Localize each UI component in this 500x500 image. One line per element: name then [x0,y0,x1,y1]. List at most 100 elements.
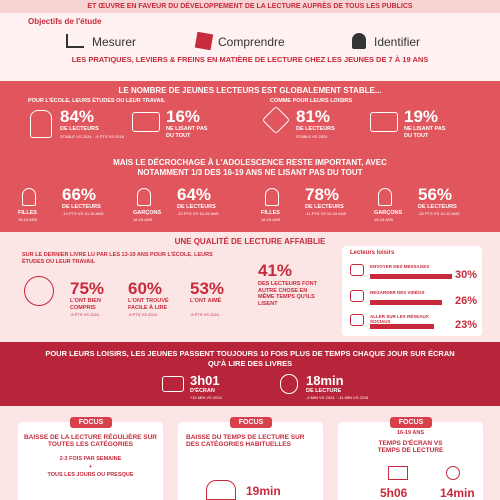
age: 16-19 ANS [18,217,38,222]
quality-intro: SUR LE DERNIER LIVRE LU PAR LES 13-19 AN… [22,252,213,265]
stat-note: -5 PTS VS 2024 [70,312,99,317]
non-label: NE LISANT PAS DU TOUT [404,126,446,139]
focus-tab: FOCUS [70,417,112,428]
focus-line: 2-3 FOIS PAR SEMAINE [59,456,122,462]
focus-tab: FOCUS [230,417,272,428]
readers-label: DE LECTEURS [60,126,99,132]
icon [352,33,366,49]
icon [30,110,52,138]
stat-label: L'ONT TROUVÉ FACILE À LIRE [128,298,169,311]
focus-line: TOUS LES JOURS OU PRESQUE [47,472,134,478]
gender: FILLES [261,210,280,216]
icon [370,112,398,132]
icon [265,188,279,206]
activity-label: ALLER SUR LES RÉSEAUX SOCIAUX [370,314,429,324]
icon [350,290,364,302]
activity-bar [370,324,434,329]
readers-note: STABLE VS 2024 [296,134,328,139]
icon [388,466,408,480]
icon [162,376,184,392]
activity-value: 30% [455,269,478,281]
focus-line: + [88,464,93,470]
focus-tab: FOCUS [390,417,432,428]
activity-value: 23% [455,319,478,331]
readers-value: 81% [296,107,331,126]
gender: GARÇONS [133,210,162,216]
value: 56% [418,185,453,204]
note: -13 PTS VS 10-15 ANS [62,211,104,216]
label: DE LECTEURS [305,204,344,210]
age: 16-19 ANS [261,217,281,222]
reading-value: 18min [306,373,344,388]
readers-note: STABLE VS 2024 · -6 PTS VS 2016 [60,134,124,139]
activity-value: 26% [455,295,478,307]
note: -22 PTS VS 10-15 ANS [418,211,460,216]
focus-title: BAISSE DU TEMPS DE LECTURE SUR DES CATÉG… [186,434,305,448]
screen-value: 3h01 [190,373,220,388]
icon [66,34,84,48]
panel-title: Lecteurs loisirs [350,250,395,256]
icon [350,314,364,326]
icon [446,466,460,480]
group-label: COMME POUR LEURS LOISIRS [270,98,353,104]
focus-value: 14min [440,486,475,500]
value: 66% [62,185,97,204]
focus-card [338,422,483,500]
screen-title: POUR LEURS LOISIRS, LES JEUNES PASSENT T… [45,349,455,368]
icon [24,276,54,306]
readers-bg [0,81,500,232]
multitask-label: DES LECTEURS FONT AUTRE CHOSE EN MÊME TE… [258,281,317,307]
objective: Identifier [374,35,421,49]
banner-text: ET ŒUVRE EN FAVEUR DU DÉVELOPPEMENT DE L… [87,3,413,10]
focus-card [178,422,323,500]
panel [342,246,482,336]
gender: GARÇONS [374,210,403,216]
age: 16-19 ANS [133,217,153,222]
non-value: 19% [404,107,439,126]
focus-age: 16-19 ANS [396,430,424,436]
focus-value: 5h06 [380,486,408,500]
focus-value: 19min [246,484,281,498]
activity-bar [370,274,452,279]
non-value: 16% [166,107,201,126]
stat-note: -5 PTS VS 2024 [190,312,219,317]
subtitle: LES PRATIQUES, LEVIERS & FREINS EN MATIÈ… [71,55,429,64]
focus-title: BAISSE DE LA LECTURE RÉGULIÈRE SUR TOUTE… [23,434,158,448]
readers-value: 84% [60,107,95,126]
icon [137,188,151,206]
non-label: NE LISANT PAS DU TOUT [166,126,208,139]
gender: FILLES [18,210,37,216]
stat-note: -5 PTS VS 2024 [128,312,157,317]
note: -11 PTS VS 10-15 ANS [305,211,347,216]
label: DE LECTEURS [177,204,216,210]
icon [280,374,298,394]
reading-label: DE LECTURE [306,388,342,394]
objective: Mesurer [92,35,137,49]
dropout-title: MAIS LE DÉCROCHAGE À L'ADOLESCENCE RESTE… [113,158,387,177]
activity-label: REGARDER DES VIDÉOS [370,290,425,295]
objective: Comprendre [218,35,285,49]
icon [350,264,364,276]
stat-value: 60% [128,279,163,298]
age: 16-19 ANS [374,217,394,222]
screen-label: D'ÉCRAN [190,388,215,394]
icon [22,188,36,206]
value: 78% [305,185,340,204]
icon [378,188,392,206]
note: -13 PTS VS 10-15 ANS [177,211,219,216]
quality-title: UNE QUALITÉ DE LECTURE AFFAIBLIE [174,237,326,246]
focus-title: TEMPS D'ÉCRAN VS TEMPS DE LECTURE [377,440,444,454]
icon [194,31,214,51]
readers-label: DE LECTEURS [296,126,335,132]
value: 64% [177,185,212,204]
activity-bar [370,300,442,305]
stat-value: 75% [70,279,105,298]
activity-label: ENVOYER DES MESSAGES [370,264,430,269]
banner [0,0,500,13]
reading-note: -4 MIN VS 2024 · -11 MIN VS 2016 [306,395,369,400]
screen-bg [0,342,500,406]
readers-title: LE NOMBRE DE JEUNES LECTEURS EST GLOBALE… [118,86,382,95]
icon [132,112,160,132]
multitask-value: 41% [258,261,293,280]
